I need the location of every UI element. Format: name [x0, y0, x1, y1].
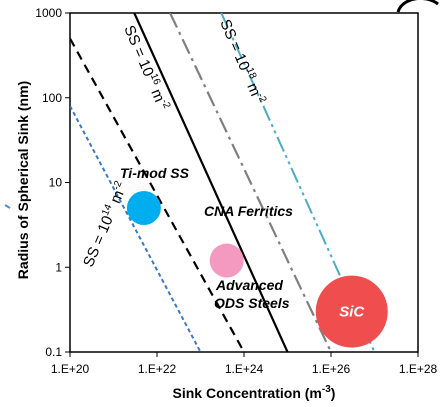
edge-tick-decoration	[4, 204, 11, 209]
x-axis-title: Sink Concentration (m-3)	[173, 384, 336, 401]
sink-strength-line-1	[70, 105, 202, 352]
x-tick-label: 1.E+24	[225, 362, 264, 376]
x-tick-label: 1.E+28	[399, 362, 438, 376]
y-tick-label: 0.1	[45, 345, 62, 359]
label-ti-mod-ss: Ti-mod SS	[120, 165, 190, 181]
label-advanced-ods-1: Advanced	[215, 277, 283, 293]
bubble-layer: SiC	[126, 191, 388, 348]
label-sic: SiC	[339, 304, 365, 321]
x-tick-label: 1.E+20	[51, 362, 90, 376]
bubble-sic	[315, 275, 388, 348]
x-tick-label: 1.E+22	[138, 362, 177, 376]
bubble-ti-mod-ss	[126, 191, 161, 226]
sink-strength-line-4	[169, 13, 332, 352]
label-cna-ferritics: CNA Ferritics	[204, 203, 293, 219]
y-tick-label: 1	[55, 260, 62, 274]
y-tick-label: 10	[49, 176, 63, 190]
tick-layer: 1.E+20 1.E+22 1.E+24 1.E+26 1.E+28 0.1 1 10 100 1…	[35, 6, 437, 376]
sink-strength-line-3	[133, 13, 289, 352]
ss-label-1e14: SS = 1014 m-2	[79, 179, 131, 270]
y-tick-label: 1000	[35, 6, 62, 20]
ss-label-1e16: SS = 1016 m-2	[120, 23, 172, 114]
y-tick-label: 100	[42, 91, 62, 105]
edge-arc-decoration	[396, 0, 439, 13]
bubble-advanced-ods-steels	[209, 243, 244, 278]
label-advanced-ods-2: ODS Steels	[214, 295, 290, 311]
y-axis-title: Radius of Spherical Sink (nm)	[15, 81, 31, 279]
x-tick-label: 1.E+26	[312, 362, 351, 376]
ss-label-1e18: SS = 1018 m-2	[216, 17, 268, 108]
